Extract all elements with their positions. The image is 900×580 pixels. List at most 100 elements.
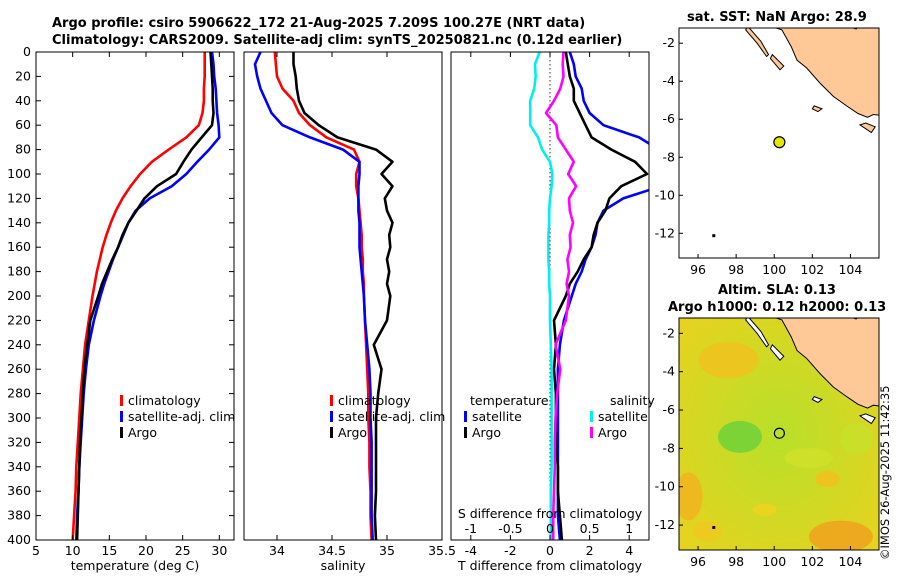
temperature-line-climatology xyxy=(71,52,206,540)
salinity-frame xyxy=(243,51,443,541)
altimetry-sla-map-sla-patch xyxy=(752,503,777,516)
temperature-ytick-label: 80 xyxy=(15,142,31,157)
temp-diff-legend-argo-label: Argo xyxy=(472,425,501,440)
temp-diff-legend-sat-swatch xyxy=(464,411,467,422)
temperature-series-group xyxy=(71,52,221,540)
altimetry-sla-map-ytick-label: -6 xyxy=(663,402,676,417)
sat-sst-map-island-3 xyxy=(858,122,876,134)
sal-diff-legend-title: salinity xyxy=(610,393,655,408)
difference-line-salinity-argo xyxy=(544,52,578,540)
temperature-ytick-label: 200 xyxy=(7,288,31,303)
difference-xtick-label: 2 xyxy=(586,543,594,558)
temp-legend-2-label: Argo xyxy=(128,425,157,440)
salinity-panel: 34 34.5 35 35.5 salinity climatologysatellite… xyxy=(243,51,456,573)
altimetry-sla-map-sla-patch xyxy=(693,520,722,541)
s-difference-tick-label: 0 xyxy=(546,521,554,536)
temperature-line-argo xyxy=(75,52,215,540)
temp-diff-legend-argo-swatch xyxy=(464,427,467,438)
sat-sst-map-xtick-label: 96 xyxy=(690,262,706,277)
temperature-xtick-label: 30 xyxy=(211,543,227,558)
altimetry-sla-map-ytick-label: -4 xyxy=(663,364,676,379)
sal-legend-2-label: Argo xyxy=(338,425,367,440)
temperature-ytick-label: 340 xyxy=(7,459,31,474)
salinity-line-argo xyxy=(292,52,394,540)
sst-map: 96 98 100 102 104 -2 -4 -6 -8 -10 -12 xyxy=(655,27,880,277)
altimetry-sla-map-ytick-label: -10 xyxy=(655,479,675,494)
difference-xtick-label: 4 xyxy=(625,543,633,558)
temperature-plot-area xyxy=(36,52,234,540)
altimetry-sla-map-land-sumatra xyxy=(774,318,879,409)
temperature-xtick-label: 25 xyxy=(175,543,191,558)
main-title-line2: Climatology: CARS2009. Satellite-adj cli… xyxy=(52,33,623,48)
altimetry-sla-map-island-3 xyxy=(858,413,876,425)
salinity-plot-area xyxy=(244,52,442,540)
temperature-ytick-label: 20 xyxy=(15,68,31,83)
temp-legend-1-label: satellite-adj. clim xyxy=(128,409,235,424)
temperature-ytick-label: 140 xyxy=(7,215,31,230)
temperature-xtick-label: 10 xyxy=(65,543,81,558)
sla-map-title-line2: Argo h1000: 0.12 h2000: 0.13 xyxy=(668,300,887,315)
altimetry-sla-map-xtick-label: 96 xyxy=(690,554,706,569)
sat-sst-map-ytick-label: -8 xyxy=(663,149,676,164)
sat-sst-map-land-sumatra xyxy=(774,28,879,118)
difference-xlabel: T difference from climatology xyxy=(457,558,643,573)
difference-xtick-label: 0 xyxy=(546,543,554,558)
temp-diff-legend-title: temperature xyxy=(470,393,549,408)
sat-sst-map-frame xyxy=(678,27,880,259)
difference-line-temperature-satellite xyxy=(556,52,649,540)
main-title-line1: Argo profile: csiro 5906622_172 21-Aug-2… xyxy=(52,16,586,31)
altimetry-sla-map-ytick-label: -2 xyxy=(663,325,675,340)
s-difference-tick-label: -1 xyxy=(465,521,477,536)
sal-legend-1-label: satellite-adj. clim xyxy=(338,409,445,424)
s-difference-tick-label: 0.5 xyxy=(580,521,600,536)
sat-sst-map-island-0 xyxy=(745,28,770,58)
altimetry-sla-map-island-0 xyxy=(745,318,770,348)
sla-map: 96 98 100 102 104 -2 -4 -6 -8 -10 -12 xyxy=(655,317,880,569)
temperature-ytick-label: 260 xyxy=(7,361,31,376)
temperature-ytick-label: 380 xyxy=(7,508,31,523)
sat-sst-map-xtick-label: 100 xyxy=(762,262,786,277)
temperature-xtick-label: 5 xyxy=(32,543,40,558)
sat-sst-map-xtick-label: 102 xyxy=(800,262,824,277)
sat-sst-map-content xyxy=(679,28,879,258)
temperature-ytick-label: 220 xyxy=(7,312,31,327)
sal-legend-0-swatch xyxy=(330,395,333,406)
temperature-xlabel: temperature (deg C) xyxy=(71,558,200,573)
altimetry-sla-map-island-2 xyxy=(811,395,823,403)
temperature-ytick-label: 0 xyxy=(23,44,31,59)
temperature-ytick-label: 40 xyxy=(15,93,31,108)
altimetry-sla-map-xtick-label: 104 xyxy=(838,554,862,569)
sat-sst-map-ytick-label: -12 xyxy=(655,225,675,240)
sat-sst-map-ytick-label: -4 xyxy=(663,73,676,88)
sat-sst-map-xtick-label: 104 xyxy=(838,262,862,277)
temp-legend-0-swatch xyxy=(120,395,123,406)
s-difference-tick-label: -0.5 xyxy=(498,521,522,536)
temperature-ytick-label: 400 xyxy=(7,532,31,547)
sal-diff-legend-argo-swatch xyxy=(590,427,593,438)
difference-line-salinity-satellite xyxy=(528,52,554,540)
altimetry-sla-map-christmas-island xyxy=(712,525,716,529)
salinity-series-group xyxy=(253,52,394,540)
salinity-xlabel: salinity xyxy=(321,558,366,573)
sat-sst-map-float-marker xyxy=(773,136,786,149)
sat-sst-map-ytick-label: -10 xyxy=(655,187,675,202)
altimetry-sla-map-ytick-label: -12 xyxy=(655,517,675,532)
s-difference-tick-label: 1 xyxy=(625,521,633,536)
sal-legend-1-swatch xyxy=(330,411,333,422)
temperature-ytick-label: 240 xyxy=(7,337,31,352)
sal-diff-legend-sat-swatch xyxy=(590,411,593,422)
salinity-xtick-label: 35.5 xyxy=(428,543,456,558)
sat-sst-map-island-1 xyxy=(769,53,785,71)
sat-sst-map-island-2 xyxy=(811,105,823,113)
temperature-ytick-label: 120 xyxy=(7,190,31,205)
sat-sst-map-ytick-label: -2 xyxy=(663,35,675,50)
temperature-ytick-label: 180 xyxy=(7,264,31,279)
temp-legend-1-swatch xyxy=(120,411,123,422)
altimetry-sla-map-xtick-label: 102 xyxy=(800,554,824,569)
altimetry-sla-map-sla-patch xyxy=(808,520,873,550)
altimetry-sla-map-sla-patch xyxy=(840,422,873,455)
sat-sst-map-christmas-island xyxy=(712,234,716,238)
altimetry-sla-map-sla-patch xyxy=(679,472,703,521)
temperature-ytick-label: 320 xyxy=(7,434,31,449)
